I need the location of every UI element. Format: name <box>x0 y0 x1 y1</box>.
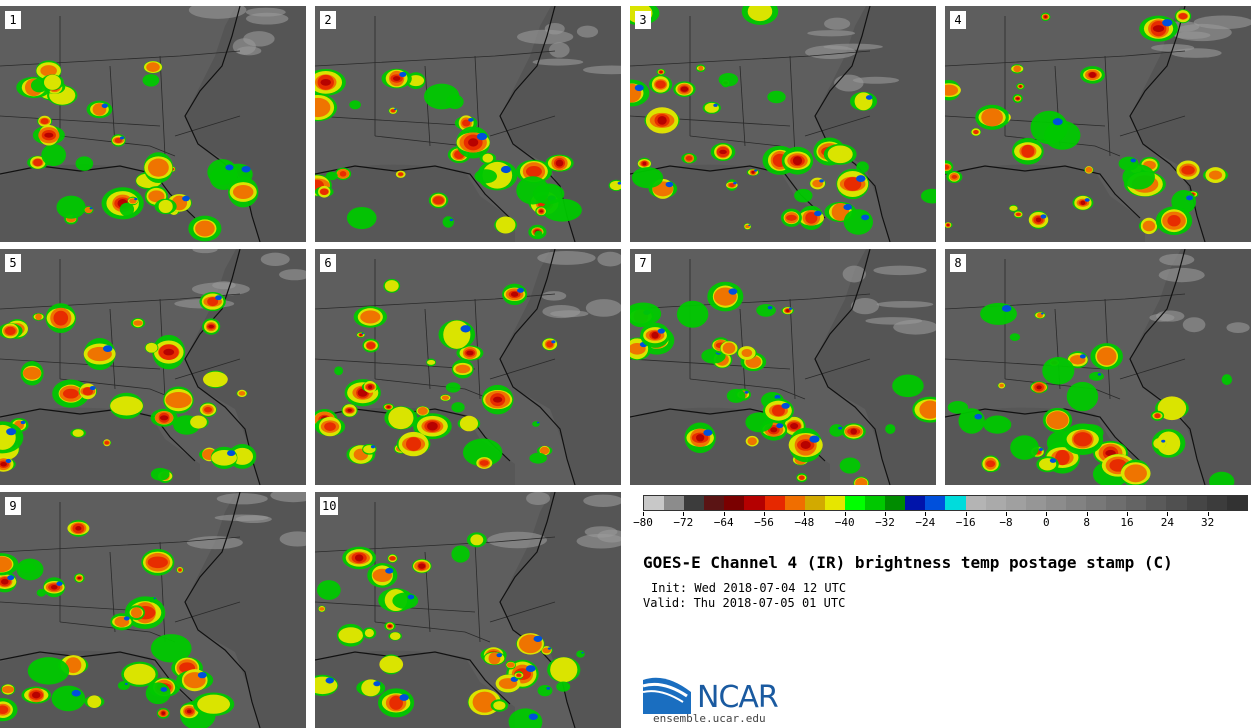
colorbar-segment <box>885 496 906 510</box>
map-panel-1: 1 <box>0 6 306 242</box>
colorbar-segment <box>1126 496 1147 510</box>
map-image <box>945 249 1251 485</box>
colorbar-segment <box>925 496 946 510</box>
colorbar-tick-label: −48 <box>794 516 815 529</box>
colorbar-segment <box>1005 496 1026 510</box>
colorbar-tick-label: −8 <box>999 516 1013 529</box>
panel-number: 3 <box>635 11 651 29</box>
colorbar-segment <box>784 496 805 510</box>
colorbar-segment <box>1025 496 1046 510</box>
colorbar-segment <box>1045 496 1066 510</box>
colorbar-segment <box>804 496 825 510</box>
colorbar-segment <box>744 496 765 510</box>
colorbar-tick-label: −24 <box>915 516 936 529</box>
panel-number: 8 <box>950 254 966 272</box>
map-panel-9: 9 <box>0 492 306 728</box>
colorbar-segment <box>1106 496 1127 510</box>
colorbar-tick-label: −56 <box>754 516 774 529</box>
map-image <box>0 492 306 728</box>
map-image <box>630 249 936 485</box>
panel-number: 4 <box>950 11 966 29</box>
colorbar-segment <box>1146 496 1167 510</box>
colorbar-tick <box>723 512 725 516</box>
colorbar-tick-label: −16 <box>955 516 976 529</box>
map-panel-10: 10 <box>315 492 621 728</box>
map-image <box>0 249 306 485</box>
colorbar-segment <box>985 496 1006 510</box>
colorbar-tick <box>683 512 685 516</box>
panel-number: 2 <box>320 11 336 29</box>
colorbar-segment <box>644 496 665 510</box>
colorbar-segment <box>1186 496 1207 510</box>
colorbar-tick-label: 24 <box>1160 516 1174 529</box>
colorbar-segment <box>1206 496 1227 510</box>
colorbar-segment <box>824 496 845 510</box>
colorbar-segment <box>945 496 966 510</box>
colorbar-tick-label: −72 <box>673 516 694 529</box>
colorbar-segment <box>1166 496 1187 510</box>
colorbar <box>643 495 1248 511</box>
logo-url: ensemble.ucar.edu <box>653 712 766 725</box>
colorbar-tick <box>1127 512 1128 516</box>
colorbar-ticks: −80 −72 −64 −56 −48 −40 −32 −24 −16 −8 0 8 16 24 32 <box>633 512 1248 532</box>
panel-number: 5 <box>5 254 21 272</box>
colorbar-tick <box>965 512 967 516</box>
colorbar-segment <box>844 496 866 510</box>
map-image <box>0 6 306 242</box>
colorbar-tick-label: −40 <box>834 516 855 529</box>
panel-number: 9 <box>5 497 21 515</box>
colorbar-tick-label: 32 <box>1201 516 1215 529</box>
colorbar-tick-label: 16 <box>1120 516 1134 529</box>
colorbar-tick <box>1086 512 1088 516</box>
colorbar-tick <box>764 512 765 516</box>
colorbar-segment <box>764 496 785 510</box>
colorbar-tick-label: −64 <box>713 516 734 529</box>
map-panel-7: 7 <box>630 249 936 485</box>
colorbar-tick-label: 8 <box>1083 516 1090 529</box>
colorbar-segment <box>704 496 725 510</box>
colorbar-segment <box>1065 496 1087 510</box>
map-image <box>630 6 936 242</box>
colorbar-tick-label: 0 <box>1043 516 1050 529</box>
map-image <box>315 6 621 242</box>
logo-wordmark: NCAR <box>697 680 779 715</box>
colorbar-tick <box>1006 512 1007 516</box>
colorbar-segment <box>905 496 926 510</box>
colorbar-tick <box>844 512 846 516</box>
panel-number: 10 <box>320 497 339 515</box>
map-panel-5: 5 <box>0 249 306 485</box>
colorbar-tick <box>1167 512 1169 516</box>
panel-number: 1 <box>5 11 21 29</box>
colorbar-tick <box>1207 512 1209 516</box>
colorbar-segment <box>865 496 886 510</box>
colorbar-segment <box>1226 496 1247 510</box>
init-time: Init: Wed 2018-07-04 12 UTC <box>651 581 847 595</box>
colorbar-segment <box>965 496 986 510</box>
ncar-logo-icon <box>643 677 691 714</box>
colorbar-tick-label: −32 <box>875 516 895 529</box>
colorbar-segment <box>664 496 685 510</box>
figure-title: GOES-E Channel 4 (IR) brightness temp po… <box>643 553 1173 572</box>
colorbar-tick <box>1046 512 1048 516</box>
map-panel-8: 8 <box>945 249 1251 485</box>
map-panel-4: 4 <box>945 6 1251 242</box>
colorbar-tick <box>804 512 806 516</box>
map-panel-2: 2 <box>315 6 621 242</box>
map-image <box>315 249 621 485</box>
colorbar-segment <box>1086 496 1107 510</box>
colorbar-segment <box>724 496 745 510</box>
map-panel-6: 6 <box>315 249 621 485</box>
map-image <box>945 6 1251 242</box>
panel-number: 6 <box>320 254 336 272</box>
colorbar-tick-label: −80 <box>633 516 653 529</box>
valid-time: Valid: Thu 2018-07-05 01 UTC <box>643 596 846 610</box>
colorbar-tick <box>925 512 927 516</box>
colorbar-tick <box>885 512 886 516</box>
map-image <box>315 492 621 728</box>
panel-number: 7 <box>635 254 651 272</box>
colorbar-segment <box>684 496 705 510</box>
colorbar-tick <box>643 512 644 516</box>
map-panel-3: 3 <box>630 6 936 242</box>
